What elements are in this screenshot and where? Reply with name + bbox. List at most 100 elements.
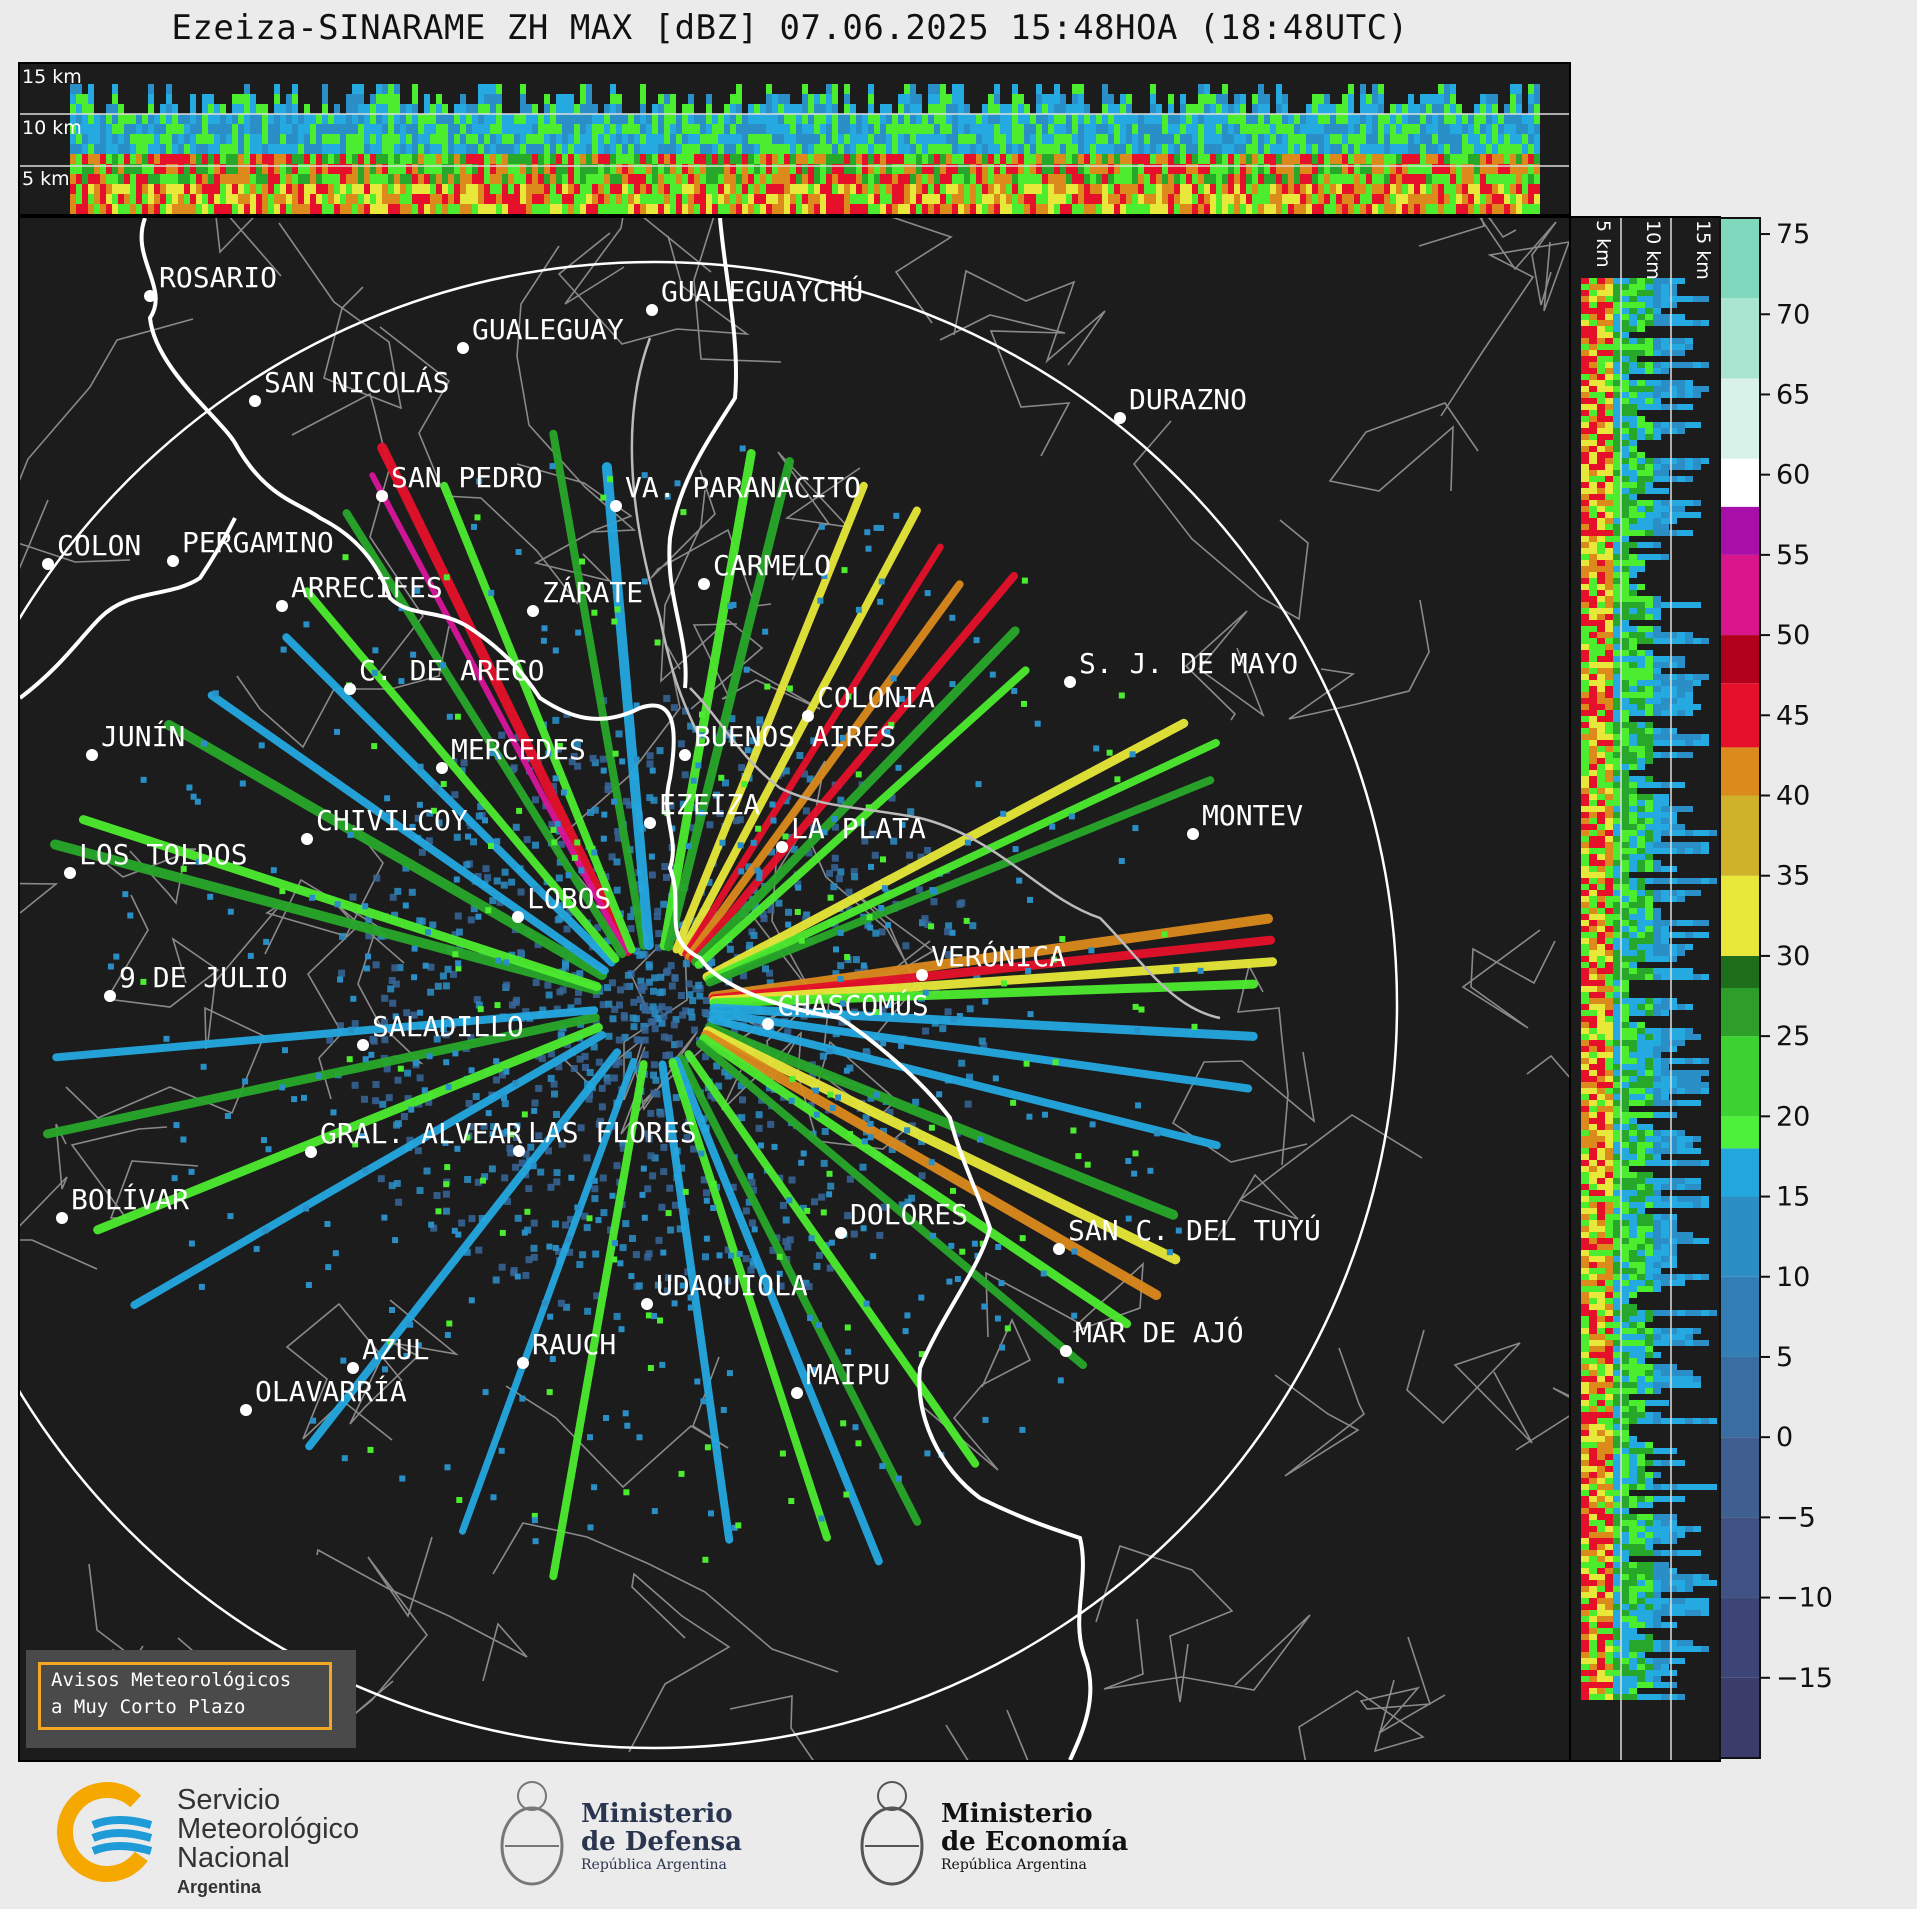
- section-cell: [1228, 184, 1234, 194]
- section-cell: [472, 134, 478, 144]
- section-cell: [316, 184, 322, 194]
- echo-speckle: [1052, 1059, 1059, 1066]
- echo-speckle: [982, 998, 989, 1005]
- section-cell: [262, 104, 268, 114]
- section-cell: [1066, 164, 1072, 174]
- echo-pixel: [650, 1071, 657, 1079]
- section-cell: [1114, 164, 1120, 174]
- section-cell: [1192, 144, 1198, 154]
- section-cell: [1192, 184, 1198, 194]
- section-cell: [1661, 338, 1669, 344]
- section-cell: [1462, 194, 1468, 204]
- echo-speckle: [958, 1210, 964, 1217]
- echo-speckle: [659, 1361, 666, 1368]
- section-cell: [1348, 144, 1354, 154]
- section-cell: [1645, 278, 1653, 284]
- section-cell: [604, 194, 610, 204]
- section-cell: [814, 174, 820, 184]
- section-cell: [1597, 314, 1605, 320]
- section-cell: [1693, 320, 1701, 326]
- section-cell: [1589, 542, 1597, 548]
- section-cell: [430, 144, 436, 154]
- echo-speckle: [1025, 967, 1032, 974]
- section-cell: [598, 124, 604, 134]
- section-cell: [940, 104, 946, 114]
- section-cell: [640, 114, 646, 124]
- section-cell: [346, 184, 352, 194]
- section-cell: [1012, 194, 1018, 204]
- section-cell: [466, 134, 472, 144]
- section-cell: [1613, 380, 1621, 386]
- echo-pixel: [647, 1152, 655, 1160]
- section-cell: [538, 144, 544, 154]
- section-cell: [298, 204, 304, 214]
- section-cell: [592, 134, 598, 144]
- city-marker: [86, 749, 98, 761]
- section-cell: [796, 184, 802, 194]
- section-cell: [436, 94, 442, 104]
- section-cell: [976, 144, 982, 154]
- echo-ray: [691, 626, 1020, 967]
- echo-pixel: [556, 988, 564, 996]
- echo-speckle: [334, 901, 341, 908]
- echo-pixel: [731, 1028, 739, 1036]
- city-label: MERCEDES: [451, 733, 586, 766]
- echo-pixel: [658, 1203, 666, 1211]
- echo-pixel: [696, 992, 704, 1000]
- section-cell: [1432, 94, 1438, 104]
- section-cell: [184, 184, 190, 194]
- section-cell: [1402, 124, 1408, 134]
- radar-map[interactable]: ROSARIO GUALEGUAYCHÚ GUALEGUAY SAN NICOLÁS D…: [18, 216, 1571, 1762]
- section-cell: [556, 184, 562, 194]
- section-cell: [238, 154, 244, 164]
- section-cell: [1653, 314, 1661, 320]
- echo-pixel: [633, 947, 641, 955]
- section-cell: [1581, 410, 1589, 416]
- section-cell: [1108, 194, 1114, 204]
- section-cell: [1669, 464, 1677, 470]
- section-cell: [1210, 104, 1216, 114]
- echo-pixel: [372, 1097, 380, 1105]
- section-cell: [520, 174, 526, 184]
- echo-pixel: [627, 925, 635, 933]
- section-cell: [454, 184, 460, 194]
- section-cell: [1450, 154, 1456, 164]
- section-cell: [910, 84, 916, 94]
- echo-speckle: [754, 867, 761, 874]
- echo-pixel: [591, 806, 599, 814]
- echo-pixel: [404, 1095, 412, 1103]
- section-cell: [1589, 512, 1597, 518]
- section-cell: [1621, 566, 1629, 572]
- section-cell: [1637, 464, 1645, 470]
- section-cell: [1534, 194, 1540, 204]
- section-cell: [1589, 404, 1597, 410]
- echo-ray: [459, 1057, 637, 1535]
- echo-pixel: [430, 1224, 438, 1232]
- echo-pixel: [538, 1055, 546, 1063]
- section-cell: [634, 164, 640, 174]
- section-cell: [1581, 530, 1589, 536]
- section-cell: [1360, 154, 1366, 164]
- section-cell: [1589, 470, 1597, 476]
- echo-pixel: [745, 863, 753, 871]
- section-cell: [682, 174, 688, 184]
- echo-speckle: [201, 740, 208, 747]
- section-cell: [1605, 500, 1613, 506]
- section-cell: [700, 174, 706, 184]
- section-cell: [70, 134, 76, 144]
- section-cell: [1408, 144, 1414, 154]
- section-cell: [1669, 518, 1677, 524]
- section-cell: [1210, 94, 1216, 104]
- echo-speckle: [918, 1294, 925, 1301]
- section-cell: [670, 204, 676, 214]
- echo-speckle: [820, 1209, 827, 1216]
- section-cell: [1084, 164, 1090, 174]
- echo-pixel: [522, 1150, 530, 1158]
- echo-speckle: [530, 1163, 537, 1170]
- section-cell: [544, 134, 550, 144]
- section-cell: [778, 104, 784, 114]
- section-cell: [1282, 194, 1288, 204]
- section-cell: [1228, 154, 1234, 164]
- section-cell: [1629, 482, 1637, 488]
- echo-pixel: [670, 704, 678, 712]
